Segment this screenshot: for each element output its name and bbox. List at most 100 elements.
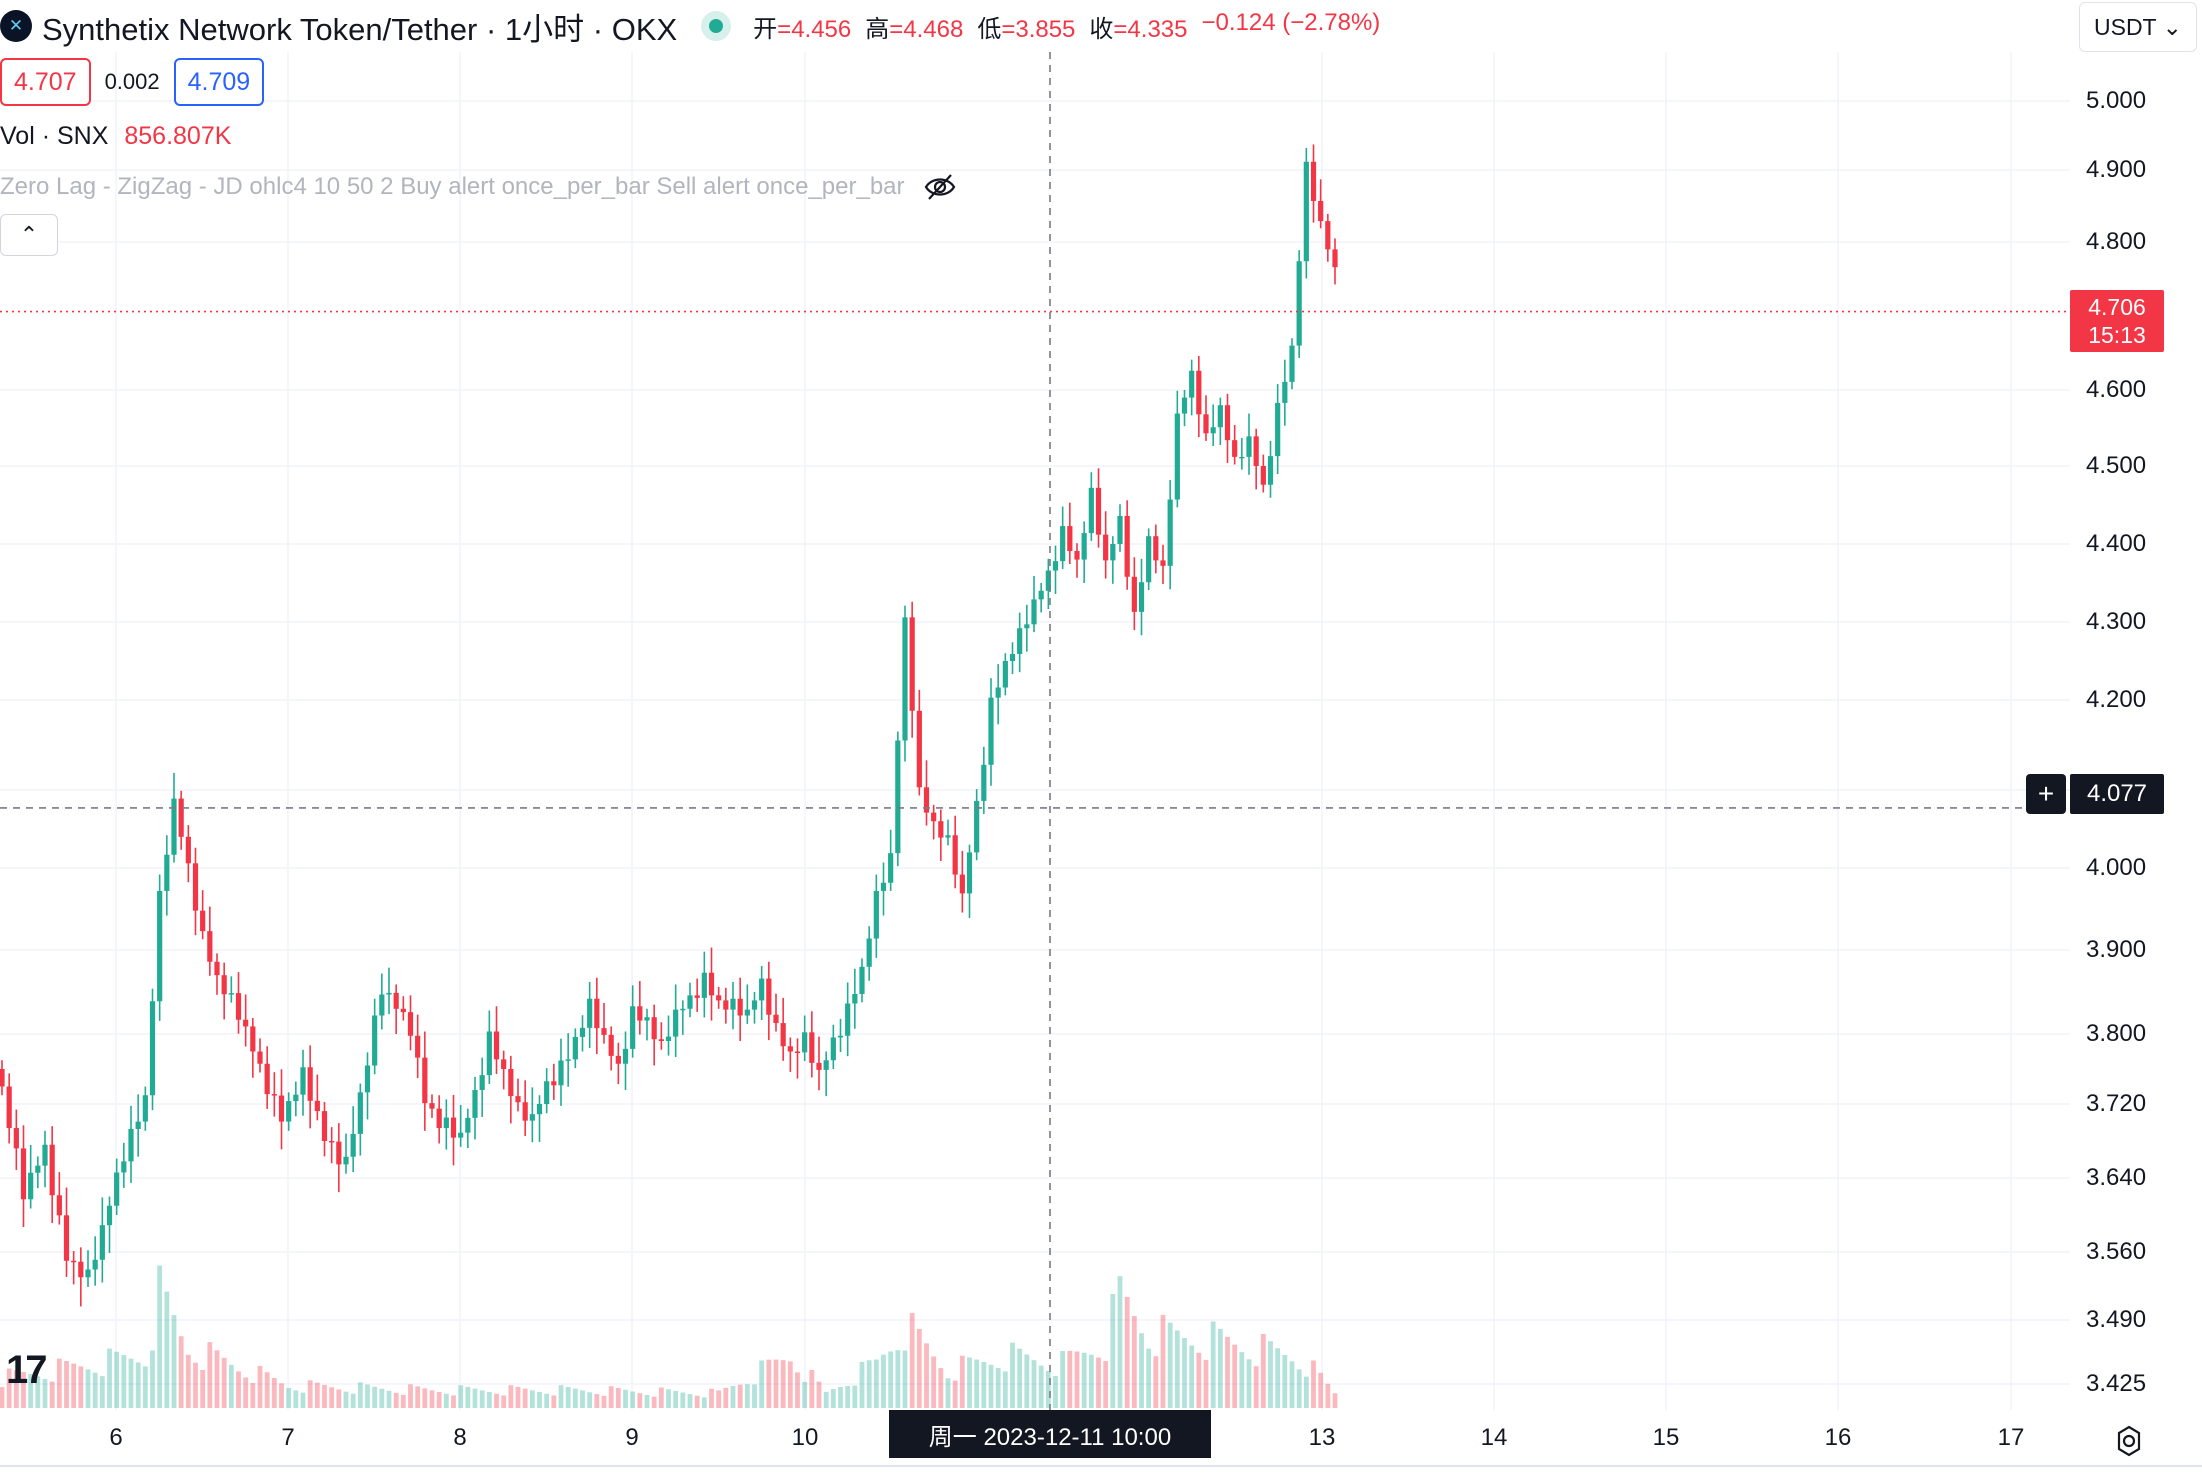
- volume-bar: [1189, 1345, 1195, 1408]
- candle-body: [665, 1036, 672, 1041]
- volume-bar: [845, 1385, 851, 1408]
- candle-body: [228, 993, 234, 995]
- volume-bar: [465, 1386, 471, 1408]
- candle-body: [257, 1051, 263, 1064]
- candle-body: [852, 993, 858, 1004]
- candle-body: [28, 1172, 34, 1200]
- price-tick-label: 4.600: [2086, 376, 2147, 403]
- candle-body: [1002, 661, 1008, 688]
- settings-gear-icon[interactable]: [2112, 1424, 2146, 1458]
- symbol-title[interactable]: Synthetix Network Token/Tether · 1小时 · O…: [42, 11, 678, 47]
- price-tick-label: 3.425: [2086, 1370, 2147, 1397]
- collapse-legend-button[interactable]: ⌃: [0, 214, 58, 256]
- volume-bar: [300, 1392, 306, 1408]
- candle-body: [121, 1161, 127, 1173]
- volume-bar: [1225, 1336, 1230, 1408]
- candle-body: [959, 874, 965, 894]
- candle-body: [1181, 397, 1188, 414]
- volume-label: Vol · SNX: [0, 122, 109, 150]
- last-price: 4.706: [2088, 294, 2146, 320]
- volume-bar: [787, 1361, 793, 1408]
- hidden-eye-icon[interactable]: [923, 172, 957, 202]
- volume-bar: [1325, 1383, 1331, 1408]
- buy-price-button[interactable]: 4.709: [173, 58, 265, 106]
- spread-value: 0.002: [104, 69, 160, 94]
- candle-body: [271, 1094, 277, 1096]
- candle-body: [56, 1195, 62, 1216]
- volume-bar: [1210, 1321, 1216, 1408]
- volume-bar: [386, 1390, 392, 1408]
- candle-body: [1260, 466, 1266, 485]
- candle-body: [422, 1057, 428, 1104]
- candle-body: [1024, 624, 1030, 629]
- candle-body: [1203, 414, 1209, 434]
- candle-body: [493, 1031, 500, 1060]
- candle-body: [1124, 515, 1130, 577]
- volume-bar: [780, 1360, 786, 1408]
- candle-body: [1253, 436, 1259, 466]
- volume-bar: [429, 1390, 435, 1408]
- volume-bar: [178, 1336, 184, 1408]
- candle-body: [250, 1026, 256, 1052]
- candle-body: [300, 1067, 306, 1095]
- volume-bar: [451, 1395, 456, 1408]
- candle-body: [1275, 402, 1281, 457]
- add-alert-plus-icon[interactable]: +: [2026, 774, 2066, 814]
- volume-bar: [1182, 1338, 1187, 1408]
- price-tick-label: 4.800: [2086, 228, 2147, 255]
- volume-bar: [64, 1360, 69, 1408]
- candle-body: [794, 1051, 801, 1053]
- candle-body: [773, 1014, 779, 1024]
- volume-bar: [866, 1360, 872, 1408]
- volume-bar: [615, 1387, 621, 1408]
- volume-bar: [185, 1354, 191, 1408]
- candle-body: [873, 890, 879, 939]
- currency-dropdown[interactable]: USDT ⌄: [2079, 2, 2197, 52]
- candle-body: [737, 998, 743, 1016]
- volume-bar: [121, 1355, 127, 1408]
- candle-body: [780, 1023, 786, 1047]
- volume-bar: [250, 1382, 256, 1408]
- volume-bar: [1153, 1356, 1159, 1408]
- candle-body: [931, 812, 937, 822]
- volume-bar: [107, 1348, 112, 1408]
- candle-body: [243, 1019, 249, 1027]
- volume-bar: [981, 1361, 987, 1408]
- sell-price-button[interactable]: 4.707: [0, 58, 91, 106]
- bar-countdown: 15:13: [2088, 322, 2146, 348]
- volume-bar: [1088, 1354, 1094, 1408]
- volume-bar: [200, 1369, 206, 1408]
- candle-body: [78, 1261, 84, 1278]
- indicator-legend[interactable]: Zero Lag - ZigZag - JD ohlc4 10 50 2 Buy…: [0, 172, 957, 202]
- candle-body: [479, 1075, 485, 1090]
- volume-bar: [830, 1389, 836, 1408]
- volume-bar: [938, 1368, 944, 1408]
- volume-bar: [773, 1359, 779, 1408]
- candle-body: [1017, 628, 1023, 654]
- candle-body: [114, 1172, 120, 1206]
- candle-body: [1160, 560, 1166, 566]
- candle-body: [766, 978, 772, 1015]
- candle-body: [952, 835, 958, 875]
- volume-bar: [1081, 1352, 1087, 1408]
- candle-body: [708, 972, 715, 996]
- candle-body: [1060, 526, 1066, 562]
- volume-bar: [959, 1355, 965, 1408]
- volume-bar: [701, 1397, 707, 1408]
- tradingview-logo[interactable]: 17: [6, 1348, 47, 1392]
- volume-bar: [271, 1378, 277, 1408]
- candle-body: [644, 1017, 650, 1021]
- candle-body: [687, 995, 693, 1009]
- volume-legend[interactable]: Vol · SNX 856.807K: [0, 122, 231, 151]
- volume-bar: [343, 1391, 349, 1408]
- candle-body: [802, 1032, 808, 1053]
- volume-bar: [795, 1372, 800, 1408]
- volume-bar: [1117, 1276, 1123, 1408]
- volume-bar: [1038, 1365, 1044, 1408]
- volume-bar: [1167, 1322, 1173, 1408]
- volume-bar: [236, 1371, 241, 1408]
- candle-body: [837, 1035, 844, 1038]
- candle-body: [1088, 487, 1094, 534]
- candle-body: [1045, 570, 1051, 591]
